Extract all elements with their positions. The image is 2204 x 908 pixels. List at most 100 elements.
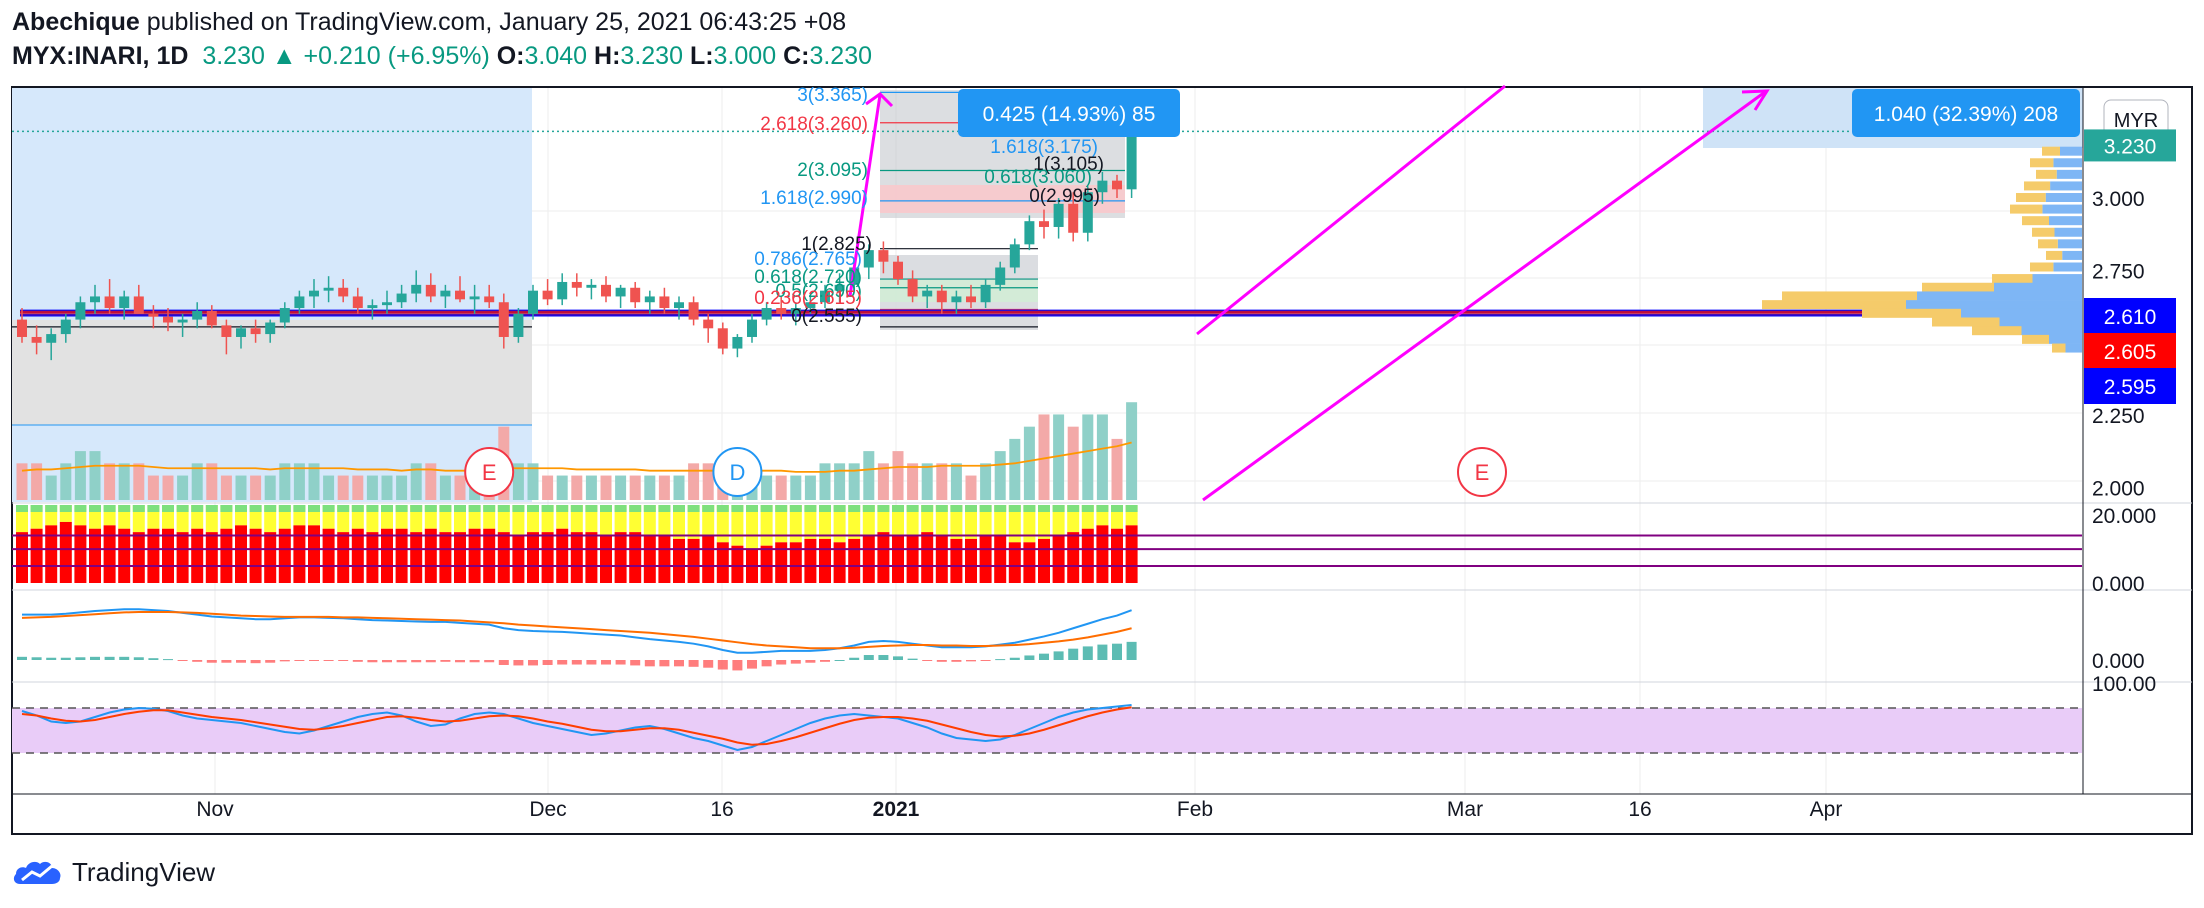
- indicator-bar-top: [337, 505, 350, 512]
- volume-bar: [804, 475, 816, 500]
- indicator-bar-bg: [906, 505, 919, 536]
- profile-bar: [1762, 300, 1906, 310]
- indicator-bar: [103, 525, 116, 583]
- profile-bar: [2045, 193, 2082, 203]
- candle-body: [995, 267, 1006, 285]
- fib-label: 0(2.555): [791, 306, 862, 327]
- indicator-bar-bg: [673, 505, 685, 539]
- indicator-bar: [819, 538, 831, 583]
- price-label-text: 2.610: [2104, 306, 2157, 329]
- candle-body: [279, 308, 290, 323]
- indicator-bar-top: [235, 505, 247, 512]
- macd-histogram-bar: [951, 660, 962, 662]
- volume-bar: [293, 463, 305, 500]
- symbol-info: MYX:INARI, 1D 3.230 ▲ +0.210 (+6.95%) O:…: [12, 42, 872, 71]
- indicator-bar-top: [381, 505, 393, 512]
- indicator-bar: [468, 528, 481, 583]
- event-marker-icon: [1457, 447, 1507, 497]
- trend-drawings[interactable]: [848, 84, 1770, 502]
- indicator-bar-top: [497, 505, 510, 512]
- indicator-bar: [176, 532, 189, 583]
- indicator-bar-top: [950, 505, 963, 512]
- volume-bar: [629, 475, 641, 500]
- candle-body: [484, 296, 495, 303]
- candle-body: [1009, 244, 1020, 268]
- candle-body: [863, 250, 874, 268]
- event-marker-icon: [464, 447, 515, 497]
- trend-line-2: [1202, 90, 1766, 502]
- volume-bar: [352, 475, 364, 500]
- volume-bar: [775, 475, 787, 500]
- measure-box-1[interactable]: 0.425 (14.93%) 85: [958, 89, 1180, 137]
- candle-body: [732, 336, 743, 349]
- time-axis[interactable]: Nov Dec 16 2021 Feb Mar 16 Apr: [196, 798, 1842, 821]
- indicator-bar-top: [220, 505, 233, 512]
- macd-histogram-bar: [17, 656, 27, 660]
- macd-histogram-bar: [133, 657, 144, 660]
- candle-body: [878, 250, 889, 262]
- indicator-bar-top: [483, 505, 496, 512]
- fib-label: 2(3.095): [797, 160, 868, 181]
- key-levels: [20, 309, 2082, 317]
- indicator-bar: [366, 532, 379, 583]
- candle-body: [396, 293, 407, 303]
- macd-histogram-bar: [1082, 646, 1093, 660]
- indicator-bar: [424, 528, 437, 583]
- price-tick-label: 3.000: [2092, 188, 2145, 211]
- profile-bar: [2053, 262, 2082, 272]
- candle-body: [250, 328, 261, 335]
- indicator-bar: [483, 528, 496, 583]
- arrow-head-icon: [865, 92, 894, 108]
- candle-body: [907, 279, 918, 297]
- macd-histogram-bar: [717, 660, 728, 670]
- publish-info: Abechique published on TradingView.com, …: [12, 8, 846, 37]
- open-value: 3.040: [524, 42, 588, 70]
- macd-histogram-bar: [1112, 643, 1122, 660]
- candle-body: [717, 328, 728, 349]
- indicator-bar: [629, 532, 642, 583]
- volume-bar: [673, 475, 685, 500]
- time-tick-label: 16: [710, 798, 733, 821]
- indicator-bar-bg: [994, 505, 1007, 536]
- candle-body: [46, 334, 57, 343]
- macd-pane: 0.000: [17, 608, 2145, 673]
- indicator-bar: [1081, 528, 1094, 583]
- indicator-bar-bg: [1038, 505, 1050, 539]
- profile-bar: [2010, 204, 2043, 214]
- indicator-bar: [264, 532, 277, 583]
- high-label: H:: [594, 42, 621, 70]
- volume-bar: [892, 451, 904, 500]
- volume-bar: [191, 463, 203, 500]
- candle-body: [644, 296, 655, 303]
- volume-bar: [761, 475, 773, 500]
- macd-histogram-bar: [922, 660, 933, 661]
- profile-bar: [2021, 326, 2082, 336]
- volume-bar: [323, 475, 335, 500]
- candle-body: [206, 310, 217, 326]
- pane-separators[interactable]: [12, 502, 2192, 683]
- macd-histogram-bar: [367, 660, 378, 663]
- measure-box-2[interactable]: 1.040 (32.39%) 208: [1852, 89, 2080, 137]
- macd-histogram-bar: [265, 660, 276, 663]
- indicator-bar-top: [906, 505, 919, 512]
- indicator-bar: [614, 532, 627, 583]
- indicator-bar-top: [1081, 505, 1094, 512]
- volume-bar: [89, 451, 101, 500]
- fib-label: 2.618(3.260): [760, 114, 868, 135]
- indicator-bar-top: [600, 505, 612, 512]
- candle-body: [498, 302, 509, 337]
- volume-bar: [512, 463, 524, 500]
- volume-bar: [133, 463, 145, 500]
- macd-histogram-bar: [31, 657, 42, 660]
- volume-bar: [950, 463, 962, 500]
- indicator-bar-top: [1023, 505, 1036, 512]
- author-name[interactable]: Abechique: [12, 8, 140, 36]
- candle-body: [528, 290, 538, 314]
- profile-bar: [2016, 193, 2046, 203]
- macd-histogram-bar: [440, 660, 451, 662]
- time-tick-label: 2021: [873, 798, 920, 821]
- footer-brand[interactable]: TradingView: [12, 856, 215, 888]
- rsi-ma-line: [21, 706, 1132, 746]
